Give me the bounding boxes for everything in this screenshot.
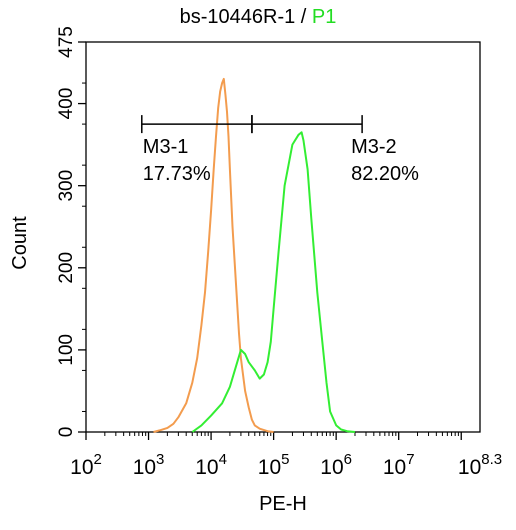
y-tick-label: 300 (56, 170, 77, 202)
y-tick-label: 400 (56, 88, 77, 120)
x-axis: 102 103 104 105 106 107 108.3 (70, 432, 502, 479)
series-layer (153, 77, 356, 433)
x-tick-label-exponent: 5 (281, 451, 289, 468)
x-tick-label: 108.3 (458, 451, 502, 479)
y-axis: 0 100 200 300 400 475 (56, 26, 86, 437)
y-tick-label: 100 (56, 334, 77, 366)
x-tick-label-base: 10 (258, 456, 281, 479)
x-tick-label: 102 (70, 451, 102, 479)
gate-layer: M3-1 17.73% M3-2 82.20% (141, 115, 419, 185)
gate-name-label: M3-1 (143, 136, 189, 158)
x-tick-label-base: 10 (383, 456, 406, 479)
histogram-series-1 (153, 77, 274, 433)
x-tick-label: 103 (133, 451, 165, 479)
x-tick-label-exponent: 6 (344, 451, 352, 468)
chart-title: bs-10446R-1 / P1 (0, 6, 516, 29)
plot-area (85, 41, 481, 433)
x-tick-label-exponent: 3 (156, 451, 164, 468)
x-tick-label: 104 (195, 451, 227, 479)
x-tick-label: 107 (383, 451, 415, 479)
gate-name-label: M3-2 (351, 136, 397, 158)
gate-percent-label: 82.20% (351, 163, 419, 185)
x-tick-label-base: 10 (458, 456, 481, 479)
plot-frame (85, 41, 481, 433)
x-tick-label-base: 10 (195, 456, 218, 479)
y-tick-label: 0 (56, 427, 77, 438)
x-tick-label-exponent: 2 (94, 451, 102, 468)
y-axis-label: Count (9, 216, 31, 270)
x-tick-label-base: 10 (70, 456, 93, 479)
x-tick-label-base: 10 (320, 456, 343, 479)
x-tick-label-base: 10 (133, 456, 156, 479)
histogram-series-2 (191, 131, 356, 433)
x-tick-label: 106 (320, 451, 352, 479)
chart-title-separator: / (295, 6, 312, 28)
chart-title-population: P1 (311, 6, 337, 28)
x-tick-label-exponent: 7 (406, 451, 414, 468)
y-tick-label: 200 (56, 252, 77, 284)
x-axis-label: PE-H (259, 493, 307, 515)
x-tick-label-exponent: 4 (219, 451, 227, 468)
x-tick-label-exponent: 8.3 (481, 451, 502, 468)
chart-title-text: bs-10446R-1 (179, 6, 296, 28)
gate-percent-label: 17.73% (143, 163, 211, 185)
y-tick-label: 475 (56, 26, 77, 58)
x-tick-label: 105 (258, 451, 290, 479)
